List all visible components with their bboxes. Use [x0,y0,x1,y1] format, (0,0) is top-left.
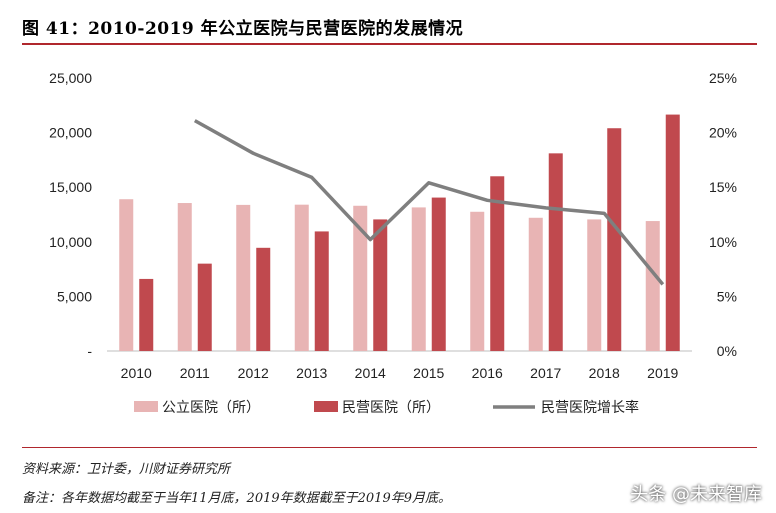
private-hospital-bar [548,153,563,351]
chart-title: 图 41：2010-2019 年公立医院与民营医院的发展情况 [22,19,464,39]
bar-layer [119,114,680,351]
x-tick-label: 2010 [121,365,152,381]
private-hospital-bar [665,114,680,351]
x-tick-label: 2011 [180,365,210,381]
public-hospital-bar [411,207,426,351]
private-hospital-bar [431,197,446,351]
x-tick-label: 2013 [296,365,327,381]
private-hospital-bar [256,247,271,351]
private-hospital-bar [139,278,154,351]
legend-swatch [314,401,338,412]
title-divider [22,43,757,45]
left-tick-label: - [87,343,92,359]
right-tick-label: 5% [717,288,737,304]
note-text: 备注：各年数据均截至于当年11月底，2019年数据截至于2019年9月底。 [22,491,451,506]
x-tick-label: 2017 [530,365,561,381]
watermark: 头条 @未来智库 [630,484,762,505]
public-hospital-bar [528,217,543,351]
x-tick-label: 2018 [589,365,620,381]
legend-label: 民营医院增长率 [541,399,639,416]
x-tick-label: 2016 [472,365,503,381]
public-hospital-bar [470,211,485,351]
footer-divider [22,447,757,448]
x-tick-label: 2019 [647,365,678,381]
x-tick-label: 2012 [238,365,269,381]
left-tick-label: 25,000 [49,70,92,86]
left-tick-label: 5,000 [57,288,92,304]
growth-rate-line [193,119,665,286]
public-hospital-bar [236,204,251,351]
x-tick-label: 2015 [413,365,444,381]
legend-label: 民营医院（所） [342,400,440,416]
private-hospital-bar [314,231,329,351]
public-hospital-bar [119,199,134,351]
public-hospital-bar [294,204,309,351]
line-layer [193,119,665,286]
right-axis: 0% 5% 10% 15% 20% 25% [709,70,737,359]
public-hospital-bar [353,205,368,351]
x-tick-label: 2014 [355,365,386,381]
left-tick-label: 10,000 [49,234,92,250]
right-tick-label: 20% [709,125,737,141]
public-hospital-bar [645,221,660,351]
legend: 公立医院（所） 民营医院（所） 民营医院增长率 [134,399,639,416]
chart: - 5,000 10,000 15,000 20,000 25,000 0% 5% 10% 15… [49,70,737,416]
private-hospital-bar [197,263,212,351]
public-hospital-bar [177,203,192,351]
right-tick-label: 0% [717,343,737,359]
source-text: 资料来源：卫计委，川财证券研究所 [22,462,231,477]
right-tick-label: 10% [709,234,737,250]
x-axis: 2010 2011 2012 2013 2014 2015 2016 2017 2018 2019 [121,365,679,381]
right-tick-label: 15% [709,179,737,195]
legend-swatch [134,401,158,412]
right-tick-label: 25% [709,70,737,86]
private-hospital-bar [607,128,622,351]
left-axis: - 5,000 10,000 15,000 20,000 25,000 [49,70,92,359]
public-hospital-bar [587,219,602,351]
left-tick-label: 15,000 [49,179,92,195]
private-hospital-bar [490,176,505,351]
left-tick-label: 20,000 [49,125,92,141]
private-hospital-bar [373,219,388,351]
legend-label: 公立医院（所） [162,400,260,416]
